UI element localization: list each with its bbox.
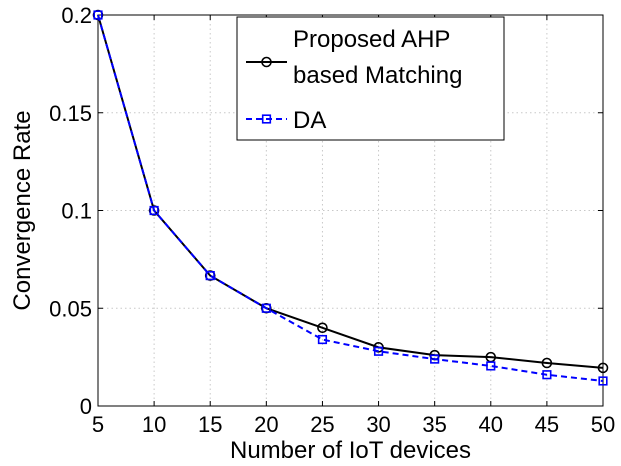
data-point [317, 334, 328, 345]
legend-label: based Matching [293, 62, 462, 89]
series-da [93, 10, 608, 386]
legend-swatch-marker [261, 56, 272, 68]
y-tick-label: 0.05 [49, 296, 92, 321]
y-tick-label: 0.15 [49, 101, 92, 126]
series-layer [92, 9, 609, 386]
x-tick-label: 30 [366, 412, 390, 437]
y-tick-label: 0.2 [61, 3, 92, 28]
legend: Proposed AHP based Matching DA [236, 16, 505, 141]
x-tick-label: 20 [254, 412, 278, 437]
data-point [486, 361, 496, 371]
data-point [317, 322, 328, 334]
x-tick-label: 10 [142, 412, 166, 437]
y-tick-label: 0.1 [61, 199, 92, 224]
x-tick-label: 50 [591, 412, 615, 437]
x-tick-label: 5 [92, 412, 104, 437]
data-point [598, 376, 608, 386]
legend-label: DA [293, 107, 326, 134]
legend-entry-da: DA [246, 107, 326, 134]
x-axis-label: Number of IoT devices [230, 437, 471, 464]
data-point [373, 346, 384, 356]
x-tick-label: 40 [479, 412, 503, 437]
data-point [205, 271, 215, 281]
x-tick-label: 45 [535, 412, 559, 437]
y-tick-label: 0 [80, 394, 92, 419]
x-tick-label: 25 [310, 412, 334, 437]
data-point [541, 357, 553, 369]
legend-swatch-marker [261, 114, 272, 124]
data-point [430, 354, 440, 364]
data-point [149, 205, 159, 216]
legend-entry-proposed-ahp: Proposed AHP based Matching [246, 26, 462, 89]
y-axis-label: Convergence Rate [9, 110, 36, 310]
data-point [542, 370, 552, 380]
axis-ticks: 5 10 15 20 25 30 35 40 45 50 0 0.05 0.1 0.15 0.2 [49, 3, 615, 437]
x-tick-label: 15 [198, 412, 222, 437]
data-point [93, 10, 103, 20]
x-tick-label: 35 [422, 412, 446, 437]
legend-label: Proposed AHP [293, 26, 450, 53]
series-line [97, 14, 604, 369]
data-point [597, 362, 609, 374]
data-point [261, 303, 271, 313]
